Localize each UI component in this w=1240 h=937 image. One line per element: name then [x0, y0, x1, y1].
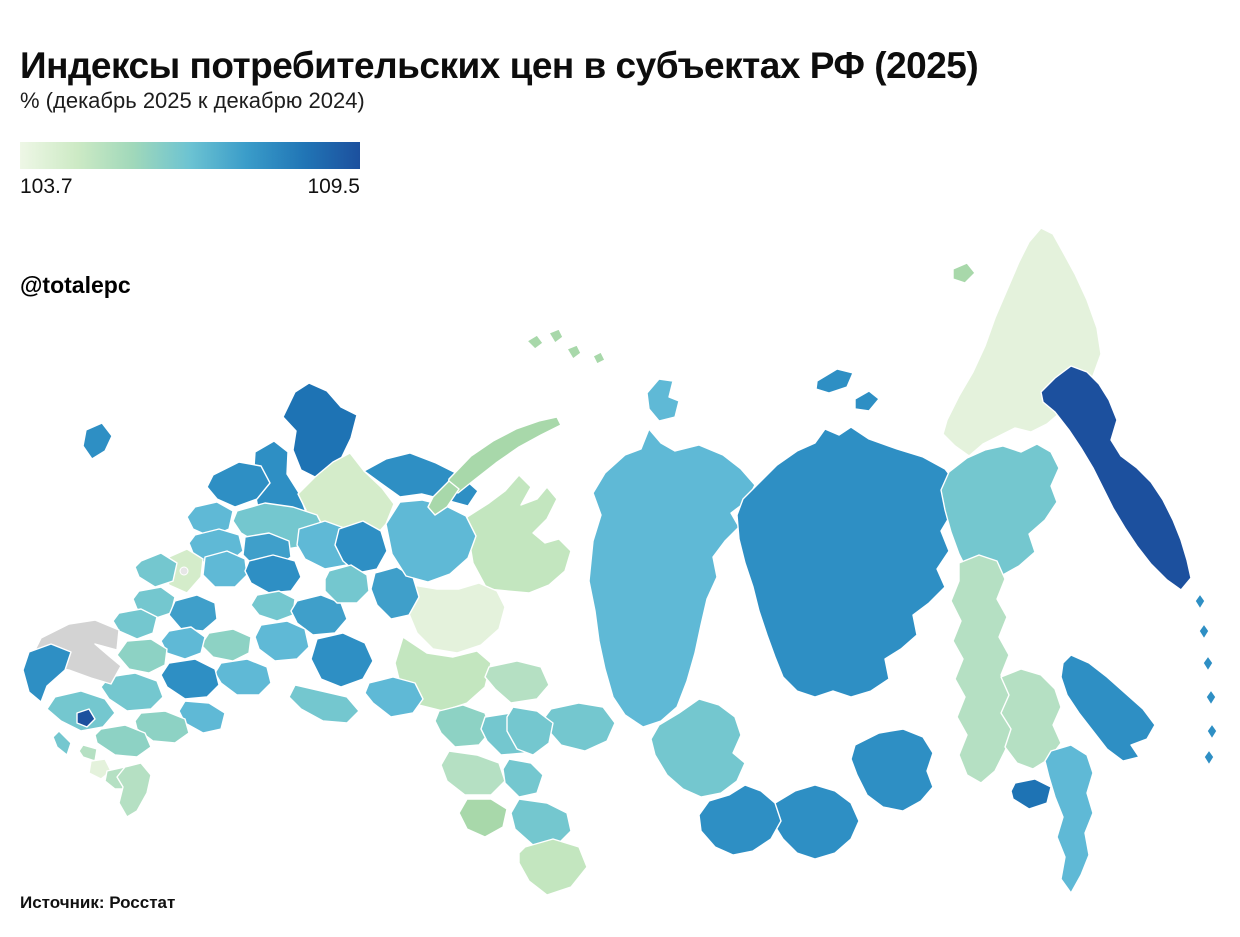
- map-island-kuril-5: [1206, 723, 1218, 740]
- map-region-kamchatka: [1040, 365, 1192, 591]
- map-region-primorye: [1044, 744, 1094, 894]
- map-region-altai-krai: [440, 750, 506, 796]
- map-region-mari-chuvashia: [250, 590, 296, 622]
- map-island-novaya-zemlya-south: [427, 480, 460, 516]
- map-region-astrakhan: [178, 700, 226, 734]
- map-island-kuril-1: [1194, 593, 1206, 610]
- map-region-dagestan: [116, 762, 152, 818]
- map-island-wrangel: [952, 262, 976, 284]
- map-region-bashkortostan: [310, 632, 374, 688]
- map-region-nizhny-novgorod: [244, 554, 302, 594]
- map-region-perm: [334, 520, 388, 574]
- map-region-stavropol: [94, 724, 152, 758]
- map-region-saratov: [214, 658, 272, 696]
- color-legend: 103.7 109.5: [20, 142, 360, 199]
- map-region-khabarovsk: [950, 554, 1014, 784]
- map-region-ryazan-tula: [168, 594, 218, 632]
- map-region-altai-republic: [458, 798, 508, 838]
- map-region-karachay: [78, 744, 98, 762]
- map-region-kaliningrad: [82, 422, 113, 460]
- map-region-kemerovo: [506, 706, 554, 756]
- map-region-voronezh-belgorod: [116, 638, 168, 674]
- map-region-krasnodar-coast: [52, 730, 72, 756]
- map-region-adygea: [76, 708, 96, 728]
- map-region-orenburg: [288, 684, 360, 724]
- map-island-franz-josef-1: [526, 334, 544, 350]
- legend-max-label: 109.5: [307, 175, 360, 198]
- map-region-tomsk: [484, 660, 550, 704]
- map-region-chukotka: [942, 227, 1102, 457]
- map-region-chelyabinsk: [364, 676, 424, 718]
- watermark: @totalepc: [20, 272, 131, 298]
- map-region-sakhalin: [1060, 654, 1156, 762]
- map-region-vladimir-ivanovo: [202, 550, 248, 588]
- map-island-franz-josef-2: [548, 328, 564, 344]
- map-island-kuril-4: [1205, 689, 1217, 706]
- map-region-kursk-orel: [112, 608, 158, 640]
- map-island-severnaya-zemlya: [646, 378, 680, 422]
- map-region-murmansk: [282, 382, 358, 480]
- map-region-khakassia: [502, 758, 544, 798]
- legend-min-label: 103.7: [20, 175, 73, 198]
- map-region-amur: [850, 728, 934, 812]
- map-region-udmurtia: [324, 564, 370, 604]
- map-region-kalmykia: [134, 710, 190, 744]
- map-region-jewish-ao: [1010, 778, 1052, 810]
- map-region-sayan: [510, 798, 572, 846]
- map-region-omsk: [434, 704, 492, 748]
- map-island-novosibirsk-islands-2: [854, 390, 880, 412]
- map-region-komi: [385, 499, 477, 583]
- map-region-mordovia-penza: [200, 628, 252, 662]
- legend-labels: 103.7 109.5: [20, 175, 360, 199]
- source-label: Источник: Росстат: [20, 893, 176, 912]
- map-region-irkutsk: [650, 698, 746, 798]
- map-island-novaya-zemlya: [446, 416, 562, 494]
- map-island-novosibirsk-islands-1: [815, 368, 854, 394]
- map-region-moscow-city-dot: [179, 566, 189, 576]
- map-region-yakutia: [736, 426, 960, 698]
- map-island-franz-josef-3: [566, 344, 582, 360]
- map-region-crimea: [22, 643, 72, 703]
- map-region-smolensk: [134, 552, 178, 588]
- map-island-franz-josef-4: [592, 351, 606, 365]
- map-region-tuva: [518, 838, 588, 896]
- map-region-magadan: [940, 443, 1060, 585]
- map-region-tatarstan: [290, 594, 348, 636]
- map-region-zabaikalsky: [772, 784, 860, 860]
- map-island-kuril-6: [1203, 749, 1215, 766]
- page-title: Индексы потребительских цен в субъектах …: [20, 44, 979, 86]
- map-region-buryatia: [698, 784, 782, 856]
- map-region-khanty-mansi: [406, 582, 506, 654]
- map-region-rostov: [100, 672, 164, 712]
- map-region-leningrad: [206, 461, 271, 508]
- map-region-tambov-lipetsk: [160, 626, 206, 660]
- map-island-kuril-3: [1202, 655, 1214, 672]
- legend-gradient-bar: [20, 142, 360, 169]
- chart-subtitle: % (декабрь 2025 к декабрю 2024): [20, 88, 365, 113]
- map-region-volgograd: [160, 658, 220, 700]
- map-region-krasnoyarsk: [588, 428, 756, 728]
- map-region-samara-ulyanovsk: [254, 620, 310, 662]
- map-region-krasnoyarsk-south: [544, 702, 616, 752]
- map-region-yamalo-nenets: [466, 474, 572, 594]
- map-island-kuril-2: [1198, 623, 1210, 640]
